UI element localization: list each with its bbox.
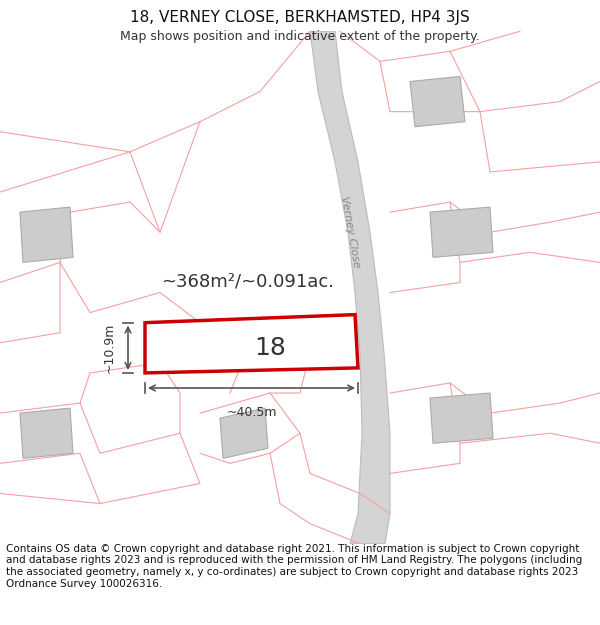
Text: 18, VERNEY CLOSE, BERKHAMSTED, HP4 3JS: 18, VERNEY CLOSE, BERKHAMSTED, HP4 3JS	[130, 10, 470, 25]
Text: Contains OS data © Crown copyright and database right 2021. This information is : Contains OS data © Crown copyright and d…	[6, 544, 582, 589]
Polygon shape	[430, 393, 493, 443]
Text: ~368m²/~0.091ac.: ~368m²/~0.091ac.	[161, 272, 335, 291]
Polygon shape	[310, 31, 390, 544]
Text: Map shows position and indicative extent of the property.: Map shows position and indicative extent…	[120, 31, 480, 44]
Polygon shape	[430, 207, 493, 258]
Text: 18: 18	[254, 336, 286, 360]
Polygon shape	[220, 408, 268, 458]
Text: Verney Close: Verney Close	[339, 196, 361, 269]
Polygon shape	[20, 408, 73, 458]
Polygon shape	[410, 76, 465, 127]
Text: ~40.5m: ~40.5m	[226, 406, 277, 419]
Text: ~10.9m: ~10.9m	[103, 322, 116, 373]
Polygon shape	[20, 207, 73, 262]
Polygon shape	[145, 314, 358, 373]
